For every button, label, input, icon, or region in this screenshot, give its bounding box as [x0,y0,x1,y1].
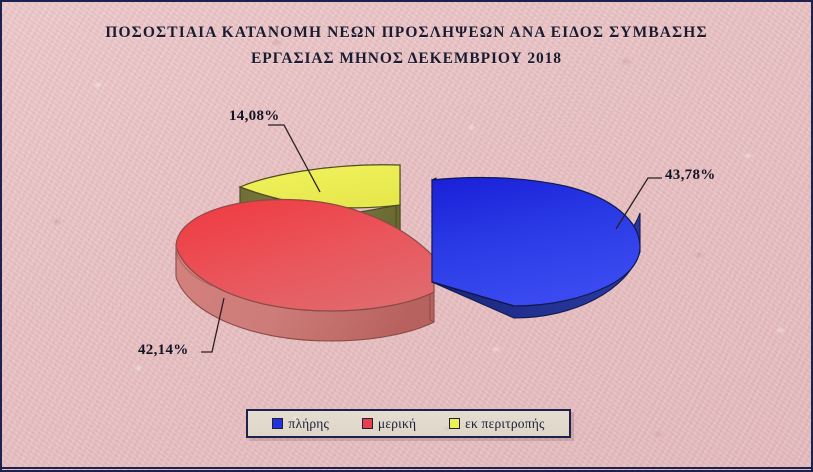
chart-title-line-1: ΠΟΣΟΣΤΙΑΙΑ ΚΑΤΑΝΟΜΗ ΝΕΩΝ ΠΡΟΣΛΗΨΕΩΝ ΑΝΑ … [105,24,708,41]
pie-slice-blue [431,176,641,319]
leader-line-yellow [268,124,321,193]
leader-line-blue [615,177,662,230]
chart-legend: πλήρης μερική εκ περιτροπής [246,409,571,438]
legend-item-part-time: μερική [361,415,417,432]
legend-swatch-blue-icon [272,418,284,429]
data-label-blue: 43,78% [665,167,716,183]
leader-line-red [201,297,225,353]
chart-title-line-2: ΕΡΓΑΣΙΑΣ ΜΗΝΟΣ ΔΕΚΕΜΒΡΙΟΥ 2018 [251,50,562,67]
legend-item-rotational: εκ περιτροπής [449,416,544,432]
pie-slice-red [175,198,435,342]
legend-label-part-time: μερική [377,415,417,431]
leader-lines [201,124,662,353]
legend-label-full-time: πλήρης [288,415,330,431]
legend-label-rotational: εκ περιτροπής [465,415,545,431]
data-label-yellow: 14,08% [229,108,280,124]
chart-title: ΠΟΣΟΣΤΙΑΙΑ ΚΑΤΑΝΟΜΗ ΝΕΩΝ ΠΡΟΣΛΗΨΕΩΝ ΑΝΑ … [0,20,813,72]
legend-item-full-time: πλήρης [272,416,329,432]
legend-swatch-yellow-icon [449,418,461,429]
data-label-red: 42,14% [138,342,189,358]
legend-swatch-red-icon [361,418,373,429]
